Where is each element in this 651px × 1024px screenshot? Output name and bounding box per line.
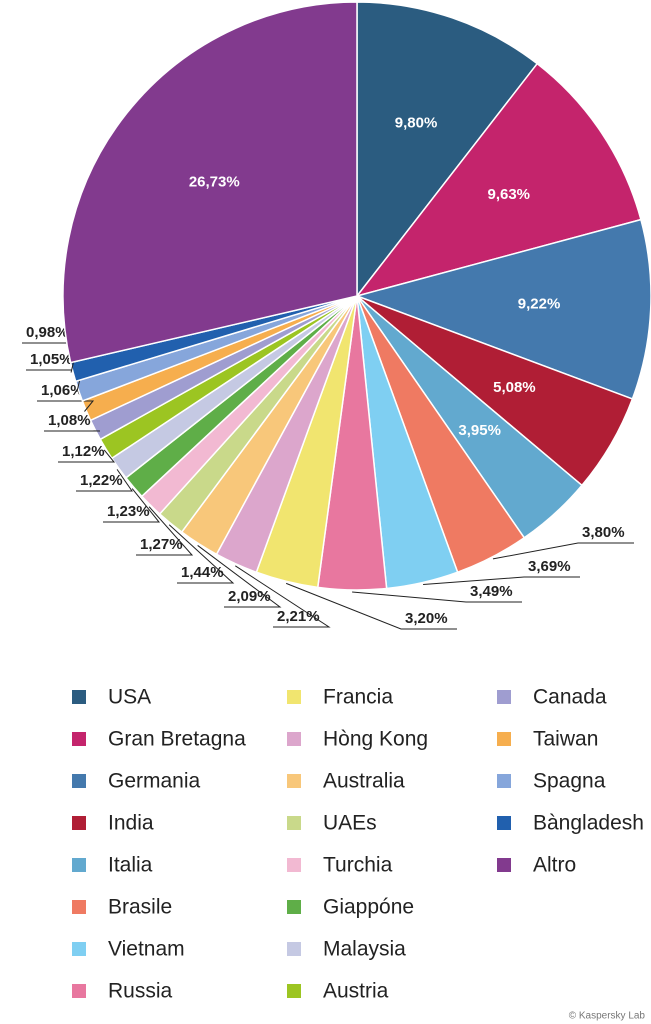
- leader-line: [423, 576, 580, 586]
- legend-label: Gran Bretagna: [108, 728, 246, 751]
- data-label: 9,22%: [518, 296, 561, 313]
- legend-label: Russia: [108, 980, 173, 1003]
- legend-swatch: [72, 732, 86, 746]
- legend-swatch: [287, 690, 301, 704]
- data-label: 3,80%: [582, 524, 625, 541]
- leader-line: [197, 545, 282, 608]
- legend-label: USA: [108, 686, 151, 709]
- legend-label: Altro: [533, 854, 576, 877]
- leader-line: [492, 542, 634, 560]
- leader-line: [168, 524, 235, 584]
- data-label: 2,09%: [228, 588, 271, 605]
- legend-label: Giappóne: [323, 896, 414, 919]
- legend-swatch: [497, 690, 511, 704]
- legend-label: Australia: [323, 770, 405, 793]
- pie-slice: [355, 62, 642, 298]
- legend-label: Brasile: [108, 896, 172, 919]
- legend-swatch: [287, 942, 301, 956]
- data-label: 3,20%: [405, 610, 448, 627]
- leader-line: [136, 506, 194, 556]
- legend-swatch: [497, 732, 511, 746]
- legend-label: India: [108, 812, 154, 835]
- leader-line: [103, 488, 161, 523]
- legend-swatch: [287, 900, 301, 914]
- leader-line: [352, 591, 522, 603]
- legend-label: UAEs: [323, 812, 377, 835]
- legend-label: Austria: [323, 980, 389, 1003]
- legend-label: Vietnam: [108, 938, 185, 961]
- legend-label: Bàngladesh: [533, 812, 644, 835]
- legend-swatch: [287, 816, 301, 830]
- legend-swatch: [287, 774, 301, 788]
- leader-line: [235, 565, 331, 628]
- data-label: 1,05%: [30, 351, 73, 368]
- data-label: 1,23%: [107, 503, 150, 520]
- data-label: 1,22%: [80, 472, 123, 489]
- legend-swatch: [497, 858, 511, 872]
- data-label: 3,95%: [458, 422, 501, 439]
- leader-line: [76, 469, 133, 492]
- data-label: 9,80%: [395, 115, 438, 132]
- data-label: 3,49%: [470, 583, 513, 600]
- legend-swatch: [72, 690, 86, 704]
- legend-swatch: [287, 732, 301, 746]
- legend-swatch: [72, 900, 86, 914]
- data-label: 1,12%: [62, 443, 105, 460]
- legend-label: Germania: [108, 770, 201, 793]
- data-label: 1,08%: [48, 412, 91, 429]
- legend-label: Francia: [323, 686, 393, 709]
- pie-slice: [62, 1, 358, 364]
- data-label: 1,06%: [41, 382, 84, 399]
- data-label: 0,98%: [26, 324, 69, 341]
- legend-label: Turchia: [323, 854, 393, 877]
- data-label: 26,73%: [189, 174, 240, 191]
- leader-line: [58, 449, 116, 463]
- legend-swatch: [287, 858, 301, 872]
- legend-label: Italia: [108, 854, 153, 877]
- data-label: 3,69%: [528, 558, 571, 575]
- legend-swatch: [497, 816, 511, 830]
- legend-swatch: [72, 942, 86, 956]
- leader-line: [37, 400, 95, 412]
- legend-label: Malaysia: [323, 938, 406, 961]
- legend-swatch: [72, 984, 86, 998]
- legend-swatch: [72, 816, 86, 830]
- legend-label: Hòng Kong: [323, 728, 428, 751]
- legend-label: Spagna: [533, 770, 606, 793]
- legend-swatch: [497, 774, 511, 788]
- legend-swatch: [287, 984, 301, 998]
- data-label: 9,63%: [487, 186, 530, 203]
- legend-label: Taiwan: [533, 728, 598, 751]
- credit: © Kaspersky Lab: [569, 1011, 646, 1022]
- legend-label: Canada: [533, 686, 607, 709]
- data-label: 1,44%: [181, 564, 224, 581]
- data-label: 1,27%: [140, 536, 183, 553]
- legend-swatch: [72, 858, 86, 872]
- data-label: 5,08%: [493, 379, 536, 396]
- pie-slice: [356, 1, 539, 299]
- data-label: 2,21%: [277, 608, 320, 625]
- leader-line: [285, 582, 457, 630]
- legend-swatch: [72, 774, 86, 788]
